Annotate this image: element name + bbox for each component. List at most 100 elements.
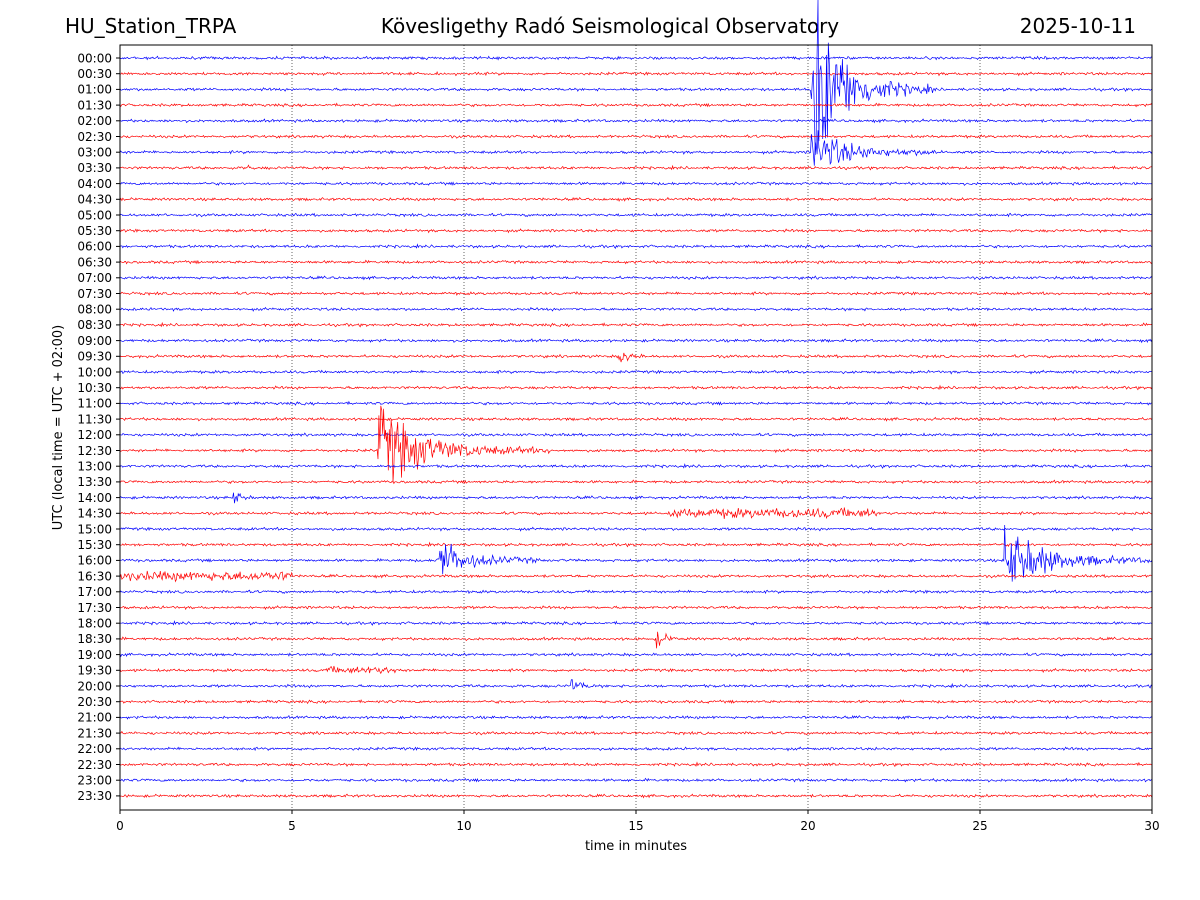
trace-row-2000 [119,679,1153,690]
grid-lines [291,45,981,810]
y-tick-label: 07:30 [77,287,112,301]
y-tick-label: 12:00 [77,428,112,442]
trace-row-1000 [119,369,1153,375]
y-axis-label: UTC (local time = UTC + 02:00) [51,325,66,530]
trace-row-0930 [119,352,1153,363]
y-tick-label: 09:00 [77,334,112,348]
y-tick-label: 15:00 [77,522,112,536]
y-tick-label: 02:00 [77,114,112,128]
y-tick-label: 08:30 [77,318,112,332]
chart-date: 2025-10-11 [1019,14,1136,38]
trace-row-1830 [119,631,1153,649]
y-tick-label: 21:30 [77,726,112,740]
x-tick-label: 30 [1144,819,1159,833]
y-tick-label: 00:00 [77,51,112,65]
trace-row-1530 [119,541,1153,548]
y-tick-label: 06:30 [77,255,112,269]
trace-row-2100 [119,715,1153,721]
y-tick-label: 04:30 [77,193,112,207]
y-tick-label: 05:00 [77,208,112,222]
y-tick-label: 10:00 [77,365,112,379]
y-tick-label: 00:30 [77,67,112,81]
trace-row-2130 [119,730,1153,736]
trace-row-1700 [119,589,1153,595]
trace-row-0730 [119,291,1153,296]
trace-row-0100 [119,0,1153,156]
x-tick-label: 20 [800,819,815,833]
trace-row-0130 [119,102,1153,108]
y-tick-label: 17:30 [77,601,112,615]
trace-row-1500 [120,526,1153,532]
y-tick-label: 20:00 [77,679,112,693]
y-tick-label: 01:30 [77,98,112,112]
y-tick-label: 09:30 [77,350,112,364]
trace-row-1230 [119,405,1153,483]
trace-row-2200 [119,746,1153,752]
trace-row-1200 [119,432,1153,438]
trace-row-1300 [119,463,1153,469]
trace-row-1430 [119,507,1153,520]
trace-row-2330 [119,793,1153,799]
x-tick-label: 15 [628,819,643,833]
trace-row-1600 [119,524,1153,582]
y-tick-label: 23:30 [77,789,112,803]
trace-row-2230 [119,761,1153,768]
x-tick-label: 10 [456,819,471,833]
trace-row-1400 [119,492,1153,504]
y-tick-label: 11:00 [77,397,112,411]
y-tick-label: 10:30 [77,381,112,395]
y-tick-label: 18:00 [77,617,112,631]
trace-row-0030 [119,71,1153,77]
y-tick-label: 19:30 [77,664,112,678]
y-tick-label: 17:00 [77,585,112,599]
trace-row-2300 [119,777,1153,783]
trace-row-0430 [119,196,1153,202]
y-tick-label: 21:00 [77,711,112,725]
x-axis-label: time in minutes [585,839,687,854]
y-tick-label: 07:00 [77,271,112,285]
x-tick-label: 25 [972,819,987,833]
y-tick-label: 16:00 [77,554,112,568]
y-tick-label: 22:00 [77,742,112,756]
seismic-traces [119,0,1153,799]
trace-row-0400 [119,181,1153,187]
trace-row-0530 [119,228,1153,234]
y-tick-label: 02:30 [77,130,112,144]
y-tick-label: 08:00 [77,303,112,317]
trace-row-1900 [119,652,1153,658]
y-tick-label: 15:30 [77,538,112,552]
y-tick-label: 13:00 [77,460,112,474]
station-name: HU_Station_TRPA [65,14,237,38]
x-tick-label: 5 [288,819,296,833]
trace-row-1930 [119,665,1152,675]
chart-title: Kövesligethy Radó Seismological Observat… [380,14,840,38]
y-tick-label: 14:30 [77,507,112,521]
y-tick-label: 04:00 [77,177,112,191]
trace-row-1330 [119,479,1153,485]
y-tick-label: 22:30 [77,758,112,772]
trace-row-0300 [119,130,1153,166]
y-tick-label: 03:00 [77,146,112,160]
y-tick-label: 14:00 [77,491,112,505]
y-tick-label: 03:30 [77,161,112,175]
trace-row-1730 [119,605,1152,611]
trace-row-0200 [119,118,1153,124]
x-tick-label: 0 [116,819,124,833]
y-tick-label: 23:00 [77,774,112,788]
trace-row-1100 [119,400,1152,406]
y-tick-label: 16:30 [77,569,112,583]
y-tick-label: 18:30 [77,632,112,646]
x-axis-ticks: 0 5 10 15 20 25 30 [116,810,1160,833]
trace-row-0630 [119,259,1153,265]
trace-row-0500 [119,212,1153,218]
y-tick-label: 11:30 [77,412,112,426]
trace-row-0900 [119,338,1153,344]
y-tick-label: 19:00 [77,648,112,662]
y-tick-label: 05:30 [77,224,112,238]
y-tick-label: 13:30 [77,475,112,489]
trace-row-0330 [120,164,1153,171]
trace-row-0600 [119,243,1153,250]
y-tick-label: 20:30 [77,695,112,709]
trace-row-1030 [119,384,1153,391]
